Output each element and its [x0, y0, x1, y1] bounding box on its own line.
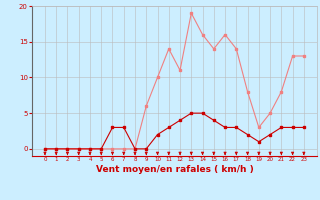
X-axis label: Vent moyen/en rafales ( km/h ): Vent moyen/en rafales ( km/h ): [96, 165, 253, 174]
